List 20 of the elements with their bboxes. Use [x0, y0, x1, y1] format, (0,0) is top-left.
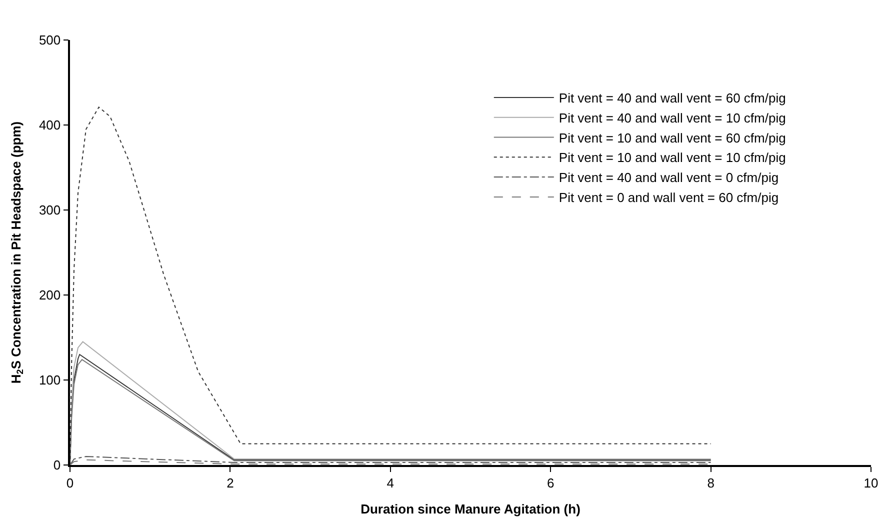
- y-tick-label: 400: [38, 118, 61, 133]
- legend-label: Pit vent = 40 and wall vent = 0 cfm/pig: [558, 170, 779, 186]
- y-tick-label: 0: [53, 458, 61, 473]
- y-tick-label: 100: [38, 372, 61, 388]
- x-tick-label: 10: [864, 475, 878, 490]
- legend-label: Pit vent = 40 and wall vent = 60 cfm/pig: [558, 90, 786, 106]
- x-tick-label: 4: [386, 475, 394, 490]
- legend-label: Pit vent = 10 and wall vent = 60 cfm/pig: [558, 130, 786, 146]
- y-tick-label: 200: [38, 288, 61, 303]
- legend-label: Pit vent = 10 and wall vent = 10 cfm/pig: [558, 150, 786, 166]
- line-series: [70, 456, 712, 465]
- y-tick-label: 500: [38, 32, 61, 48]
- x-tick-label: 6: [546, 475, 554, 490]
- x-tick-label: 2: [226, 475, 234, 490]
- y-tick-label: 300: [38, 202, 61, 218]
- legend-label: Pit vent = 0 and wall vent = 60 cfm/pig: [558, 190, 779, 206]
- x-tick-label: 8: [707, 475, 714, 490]
- x-axis-title: Duration since Manure Agitation (h): [360, 501, 580, 516]
- x-tick-label: 0: [66, 475, 74, 490]
- legend-label: Pit vent = 40 and wall vent = 10 cfm/pig: [558, 110, 786, 126]
